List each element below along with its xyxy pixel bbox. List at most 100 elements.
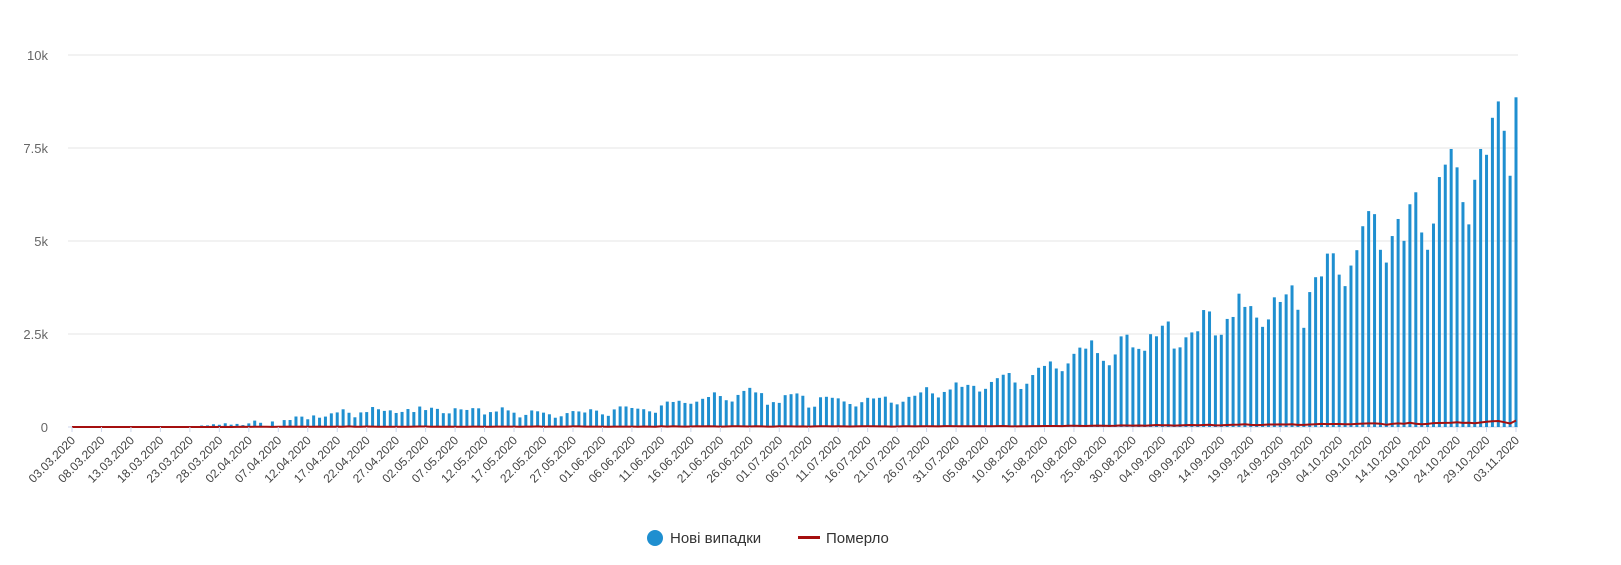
bar-new-cases [306,419,310,427]
bar-new-cases [618,406,622,427]
bar-new-cases [1001,374,1005,427]
bar-new-cases [1278,301,1282,427]
bar-new-cases [1325,253,1329,427]
bar-new-cases [1361,226,1365,427]
y-tick-label: 5k [34,234,48,249]
new-cases-bars [70,97,1518,428]
bar-new-cases [1496,101,1500,427]
bar-new-cases [836,398,840,427]
bar-new-cases [1337,274,1341,427]
y-axis: 0 2.5k 5k 7.5k 10k [23,48,48,435]
bar-new-cases [512,412,516,427]
bar-new-cases [589,409,593,427]
bar-new-cases [942,391,946,427]
bar-new-cases [1449,148,1453,427]
bar-new-cases [282,420,286,427]
bar-new-cases [819,397,823,427]
bar-new-cases [1060,371,1064,427]
bar-new-cases [801,395,805,427]
bar-new-cases [624,406,628,427]
bar-new-cases [1408,204,1412,427]
bar-new-cases [612,409,616,427]
bar-new-cases [1296,309,1300,427]
bar-new-cases [995,378,999,427]
bar-new-cases [1514,97,1518,428]
bar-new-cases [1196,331,1200,427]
bar-new-cases [1343,286,1347,427]
bar-new-cases [972,385,976,427]
bar-new-cases [1414,192,1418,427]
bar-new-cases [1461,202,1465,427]
bar-new-cases [229,424,233,427]
bar-new-cases [1231,316,1235,427]
bar-new-cases [577,411,581,427]
bar-new-cases [1042,365,1046,427]
y-tick-label: 2.5k [23,327,48,342]
bar-new-cases [329,413,333,427]
bar-new-cases [1402,240,1406,427]
bar-new-cases [1420,232,1424,427]
bar-new-cases [760,393,764,427]
bar-new-cases [789,394,793,427]
bar-new-cases [1255,317,1259,427]
bar-new-cases [813,406,817,427]
legend-new-cases-marker-icon [647,530,663,546]
bar-new-cases [341,409,345,427]
bar-new-cases [1149,334,1153,427]
bar-new-cases [978,391,982,427]
bar-new-cases [913,395,917,427]
bar-new-cases [606,415,610,427]
bar-new-cases [948,389,952,427]
bar-new-cases [642,409,646,427]
legend-item-deaths[interactable]: Померло [798,530,889,547]
x-axis: 03.03.202008.03.202013.03.202018.03.2020… [26,427,1522,486]
bar-new-cases [418,406,422,427]
bar-new-cases [371,407,375,427]
bar-new-cases [860,402,864,427]
bar-new-cases [530,410,534,427]
bar-new-cases [1084,348,1088,427]
bar-new-cases [984,388,988,427]
bar-new-cases [518,417,522,427]
bar-new-cases [435,408,439,427]
bar-new-cases [736,394,740,427]
bar-new-cases [1154,336,1158,427]
bar-new-cases [1349,265,1353,427]
bar-new-cases [1219,334,1223,427]
bar-new-cases [960,386,964,427]
bar-new-cases [1078,347,1082,427]
bar-new-cases [1290,285,1294,427]
bar-new-cases [247,423,251,427]
bar-new-cases [1178,347,1182,427]
bar-new-cases [777,402,781,427]
bar-new-cases [931,393,935,427]
legend[interactable]: Нові випадки Померло [647,530,889,547]
bar-new-cases [211,424,215,427]
bar-new-cases [600,414,604,427]
y-tick-label: 0 [41,420,48,435]
legend-deaths-marker-icon [798,536,820,539]
bar-new-cases [382,410,386,427]
bar-new-cases [424,410,428,427]
bar-new-cases [1031,375,1035,427]
bar-new-cases [671,401,675,427]
bar-new-cases [966,384,970,427]
legend-item-new-cases[interactable]: Нові випадки [647,530,761,547]
bar-new-cases [925,387,929,427]
deaths-line [72,419,1517,428]
bar-new-cases [542,412,546,427]
bar-new-cases [259,422,263,427]
bar-new-cases [889,402,893,427]
bar-new-cases [506,410,510,427]
bar-new-cases [1007,373,1011,427]
bar-new-cases [1202,310,1206,427]
y-tick-label: 10k [27,48,48,63]
bar-new-cases [765,404,769,427]
deaths-line-group [72,419,1517,428]
bar-new-cases [1378,249,1382,427]
bar-new-cases [695,401,699,427]
bar-new-cases [824,396,828,427]
bar-new-cases [919,392,923,427]
bar-new-cases [1473,179,1477,427]
